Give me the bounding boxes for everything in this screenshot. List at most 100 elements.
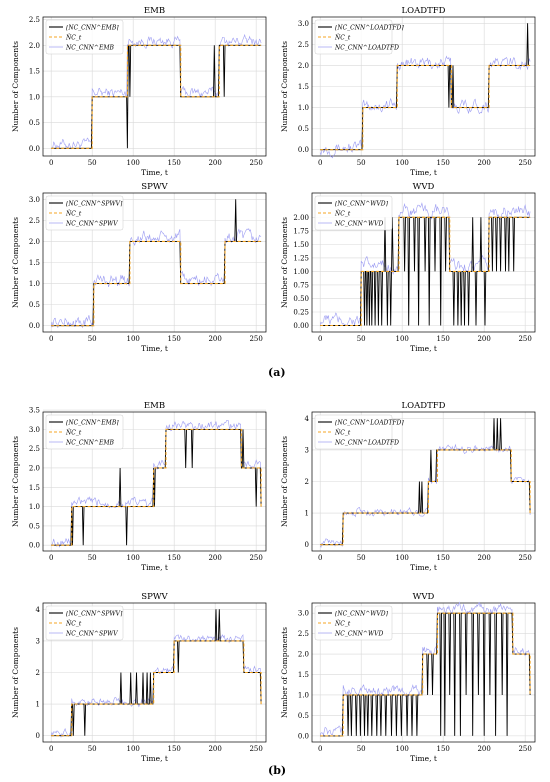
y-tick-label: 1.5: [29, 259, 40, 267]
y-tick-label: 3: [36, 637, 40, 645]
y-tick-label: 2.5: [29, 16, 40, 24]
chart-panel-3: 0 50 100 150 200 250 0.0 0.5 1.0 1.5 2.0 2.5 3.0 SPWV…: [11, 182, 267, 353]
chart-title: EMB: [144, 401, 165, 411]
y-tick-label: 1.5: [298, 83, 309, 91]
panel-label-b: (b): [268, 764, 287, 777]
chart-title: SPWV: [141, 592, 168, 602]
series-true-line: [51, 44, 262, 149]
y-tick-label: 0.0: [29, 322, 40, 330]
y-tick-label: 2.0: [29, 238, 40, 246]
series-raw-line: [51, 420, 262, 548]
series-true-line: [320, 449, 531, 546]
chart-panel-2: 0 50 100 150 200 250 0.0 0.5 1.0 1.5 2.0 2.5 3.0 LOAD…: [280, 6, 536, 177]
series-raw-line: [319, 55, 531, 159]
x-tick-label: 100: [395, 159, 408, 167]
x-tick-label: 150: [436, 159, 449, 167]
series-true-line: [51, 240, 262, 327]
y-tick-label: 0.5: [29, 301, 40, 309]
y-tick-label: 1.25: [293, 254, 309, 262]
x-tick-label: 150: [167, 159, 180, 167]
legend-entry: N̂C_t: [334, 620, 351, 627]
legend-box: [45, 195, 124, 231]
x-tick-label: 100: [395, 335, 408, 343]
x-tick-label: 200: [208, 745, 221, 753]
legend-box: [314, 605, 393, 641]
x-tick-label: 0: [49, 335, 53, 343]
plot-frame: [311, 192, 536, 333]
x-tick-label: 250: [249, 159, 262, 167]
y-tick-label: 1.0: [29, 280, 40, 288]
y-tick-label: 3.0: [29, 426, 40, 434]
y-axis-label: Number of Components: [11, 41, 20, 132]
legend-entry: N̂C_t: [65, 34, 82, 41]
y-tick-label: 2.5: [29, 445, 40, 453]
legend-entry: N̂C_t: [334, 34, 351, 41]
series-raw-line: [319, 601, 531, 737]
y-tick-label: 0.0: [298, 146, 309, 154]
x-tick-label: 200: [477, 554, 490, 562]
series-raw-line: [319, 202, 531, 326]
y-tick-label: 2: [305, 478, 309, 486]
chart-panel-4: 0 50 100 150 200 250 0.00 0.25 0.50 0.75 1.00 1.25 1…: [280, 182, 536, 353]
y-tick-label: 2.0: [298, 651, 309, 659]
y-axis-label: Number of Components: [280, 436, 289, 527]
legend-entry: NC_CNN^LOADTFD: [334, 45, 399, 52]
x-axis-label: Time, t: [141, 754, 168, 763]
x-tick-label: 150: [167, 335, 180, 343]
x-axis-label: Time, t: [141, 563, 168, 572]
x-axis-label: Time, t: [141, 168, 168, 177]
plot-frame: [311, 411, 536, 552]
y-tick-label: 1.0: [298, 691, 309, 699]
legend-entry: ⌊NC_CNN^EMB⌉: [66, 420, 119, 427]
x-tick-label: 200: [208, 335, 221, 343]
y-tick-label: 3.0: [298, 20, 309, 28]
x-tick-label: 150: [436, 554, 449, 562]
y-tick-label: 0.75: [293, 281, 309, 289]
legend-box: [45, 605, 124, 641]
plot-frame: [42, 411, 267, 552]
legend-entry: N̂C_t: [334, 210, 351, 217]
y-tick-label: 2.5: [298, 41, 309, 49]
plot-frame: [42, 602, 267, 743]
plot-frame: [42, 16, 267, 157]
legend-box: [45, 19, 124, 55]
legend-box: [314, 19, 393, 55]
x-tick-label: 0: [318, 554, 322, 562]
legend-entry: NC_CNN^SPWV: [65, 221, 118, 228]
x-tick-label: 250: [249, 745, 262, 753]
y-tick-label: 0.50: [293, 295, 309, 303]
y-tick-label: 1.0: [29, 93, 40, 101]
legend-entry: NC_CNN^WVD: [334, 221, 383, 228]
y-tick-label: 0: [305, 541, 309, 549]
x-tick-label: 0: [318, 159, 322, 167]
y-tick-label: 0.0: [29, 145, 40, 153]
y-tick-label: 0.0: [298, 732, 309, 740]
chart-panel-1: 0 50 100 150 200 250 0.0 0.5 1.0 1.5 2.0 2.5 EMB Time…: [11, 6, 267, 177]
chart-title: EMB: [144, 6, 165, 16]
x-tick-label: 50: [88, 745, 97, 753]
x-tick-label: 50: [357, 335, 366, 343]
series-true-line: [320, 64, 531, 151]
y-tick-label: 0.5: [298, 712, 309, 720]
x-axis-label: Time, t: [141, 344, 168, 353]
legend-entry: ⌊NC_CNN^LOADTFD⌉: [335, 420, 404, 427]
legend-box: [314, 195, 393, 231]
y-tick-label: 2.00: [293, 214, 309, 222]
y-tick-label: 1.0: [29, 503, 40, 511]
x-tick-label: 100: [395, 554, 408, 562]
legend-entry: ⌊NC_CNN^LOADTFD⌉: [335, 25, 404, 32]
series-true-line: [51, 640, 262, 737]
x-tick-label: 200: [477, 159, 490, 167]
legend-box: [45, 414, 124, 450]
x-tick-label: 200: [208, 159, 221, 167]
y-axis-label: Number of Components: [11, 436, 20, 527]
series-raw-line: [50, 634, 262, 738]
x-axis-label: Time, t: [410, 168, 437, 177]
y-tick-label: 0.5: [29, 522, 40, 530]
x-tick-label: 250: [518, 159, 531, 167]
x-tick-label: 250: [518, 745, 531, 753]
y-tick-label: 1.5: [298, 671, 309, 679]
series-true-line: [320, 216, 531, 327]
y-axis-label: Number of Components: [280, 627, 289, 718]
